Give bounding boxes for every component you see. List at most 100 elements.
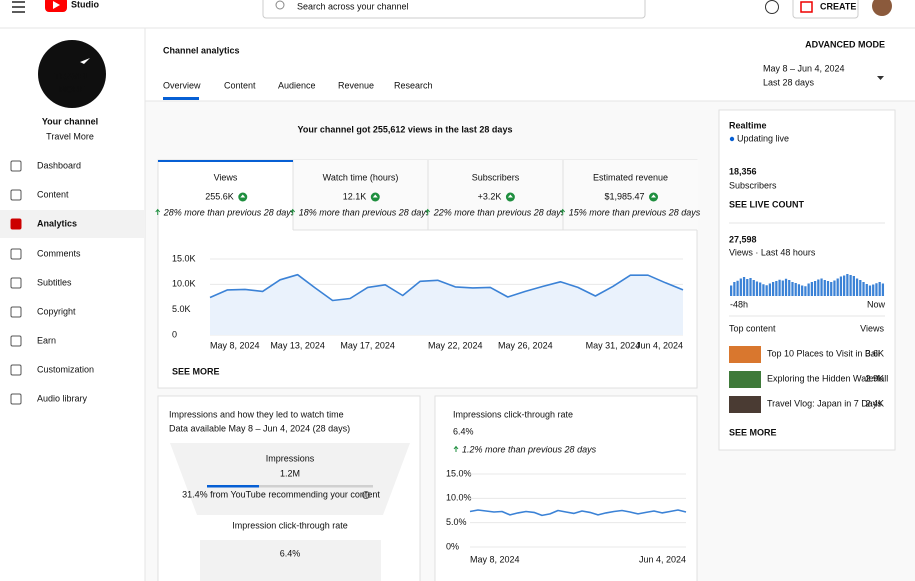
bar xyxy=(733,282,736,296)
nav-icon xyxy=(10,393,22,405)
see-more[interactable]: SEE MORE xyxy=(172,366,220,376)
content-views: 2.4K xyxy=(865,398,884,408)
bar xyxy=(784,278,788,296)
card-subtitle: Data available May 8 – Jun 4, 2024 (28 d… xyxy=(169,423,350,433)
bar xyxy=(868,285,872,296)
tab[interactable]: Audience xyxy=(278,80,316,90)
bar xyxy=(839,276,843,296)
change-arrow xyxy=(560,208,566,215)
metric-value: +3.2K xyxy=(478,191,502,201)
bar xyxy=(771,282,775,296)
bar xyxy=(833,280,836,296)
card-title: Impressions click-through rate xyxy=(453,409,573,419)
bar xyxy=(762,284,765,296)
nav-item[interactable]: Dashboard xyxy=(37,160,81,170)
info-icon xyxy=(362,491,370,499)
content-title[interactable]: Exploring the Hidden Waterfall xyxy=(767,373,888,383)
metric-label[interactable]: Estimated revenue xyxy=(593,172,668,182)
line xyxy=(209,273,684,302)
metric-value: 12.1K xyxy=(343,191,367,201)
y-tick-label: 15.0% xyxy=(446,468,472,478)
bar xyxy=(755,281,759,296)
nav-icon xyxy=(10,218,22,230)
views-count: 27,598 xyxy=(729,234,757,244)
bar xyxy=(742,277,746,296)
bar xyxy=(830,282,833,296)
content-views: 2.9K xyxy=(865,373,884,383)
page-title: Channel analytics xyxy=(163,45,240,55)
bar xyxy=(836,278,839,296)
bar xyxy=(846,274,849,296)
content-title[interactable]: Top 10 Places to Visit in Bali xyxy=(767,348,880,358)
bar xyxy=(855,278,859,296)
create-label[interactable]: CREATE xyxy=(820,1,856,11)
tab[interactable]: Research xyxy=(394,80,433,90)
x-tick-label: Jun 4, 2024 xyxy=(639,554,686,564)
progress-track xyxy=(207,485,373,488)
nav-item[interactable]: Comments xyxy=(37,248,81,258)
change-arrow xyxy=(290,208,296,215)
metric-change: 15% more than previous 28 days xyxy=(569,207,701,217)
card xyxy=(434,395,698,581)
up-arrow xyxy=(507,194,513,198)
metric-tab xyxy=(563,160,698,230)
bar xyxy=(813,281,817,296)
live-dot xyxy=(729,136,735,142)
x-tick-label: May 22, 2024 xyxy=(428,340,483,350)
search-box xyxy=(262,0,646,19)
advanced-mode[interactable]: ADVANCED MODE xyxy=(805,39,885,49)
metric-label[interactable]: Watch time (hours) xyxy=(323,172,399,182)
tab[interactable]: Overview xyxy=(163,80,201,90)
see-live-count[interactable]: SEE LIVE COUNT xyxy=(729,199,805,209)
bar-axis-label: Now xyxy=(867,299,886,309)
x-tick-label: May 8, 2024 xyxy=(470,554,520,564)
metric-value: $1,985.47 xyxy=(604,191,644,201)
bar xyxy=(739,278,742,296)
create-button xyxy=(792,0,859,19)
nav-icon xyxy=(10,248,22,260)
date-range: May 8 – Jun 4, 2024 xyxy=(763,63,845,73)
headline: Your channel got 255,612 views in the la… xyxy=(298,124,513,134)
bar xyxy=(807,283,810,296)
search-placeholder[interactable]: Search across your channel xyxy=(297,1,409,11)
logo-line: TRAVEL xyxy=(54,71,90,81)
help-icon[interactable] xyxy=(765,0,779,14)
logo-plane xyxy=(80,58,90,64)
bar xyxy=(804,286,807,296)
nav-item[interactable]: Earn xyxy=(37,335,56,345)
bar xyxy=(788,280,791,296)
bar xyxy=(794,283,797,296)
nav-item[interactable]: Audio library xyxy=(37,393,88,403)
subscriber-count: 18,356 xyxy=(729,166,757,176)
bar xyxy=(881,283,885,296)
bar xyxy=(775,281,778,296)
channel-logo xyxy=(38,40,106,108)
period[interactable]: Last 28 days xyxy=(763,77,815,87)
nav-item[interactable]: Subtitles xyxy=(37,277,72,287)
y-tick-label: 15.0K xyxy=(172,253,196,263)
funnel-label: Impression click-through rate xyxy=(232,520,348,530)
nav-item[interactable]: Copyright xyxy=(37,306,76,316)
tab-underline xyxy=(163,97,199,100)
funnel-note: 31.4% from YouTube recommending your con… xyxy=(182,489,380,499)
nav-item[interactable]: Analytics xyxy=(37,218,77,228)
metric-change: 18% more than previous 28 days xyxy=(299,207,431,217)
search-icon xyxy=(275,0,285,10)
nav-icon xyxy=(10,189,22,201)
see-more[interactable]: SEE MORE xyxy=(729,427,777,437)
tab[interactable]: Revenue xyxy=(338,80,374,90)
bar-axis-label: -48h xyxy=(730,299,748,309)
thumbnail xyxy=(729,396,761,413)
selected-metric xyxy=(158,160,293,162)
avatar[interactable] xyxy=(872,0,892,16)
nav-icon xyxy=(10,364,22,376)
nav-item[interactable]: Content xyxy=(37,189,69,199)
area xyxy=(210,274,683,335)
y-tick-label: 10.0K xyxy=(172,279,196,289)
nav-item[interactable]: Customization xyxy=(37,364,94,374)
metric-label[interactable]: Subscribers xyxy=(472,172,520,182)
bar xyxy=(746,279,749,296)
metric-label[interactable]: Views xyxy=(214,172,238,182)
content-title[interactable]: Travel Vlog: Japan in 7 Days xyxy=(767,398,882,408)
tab[interactable]: Content xyxy=(224,80,256,90)
